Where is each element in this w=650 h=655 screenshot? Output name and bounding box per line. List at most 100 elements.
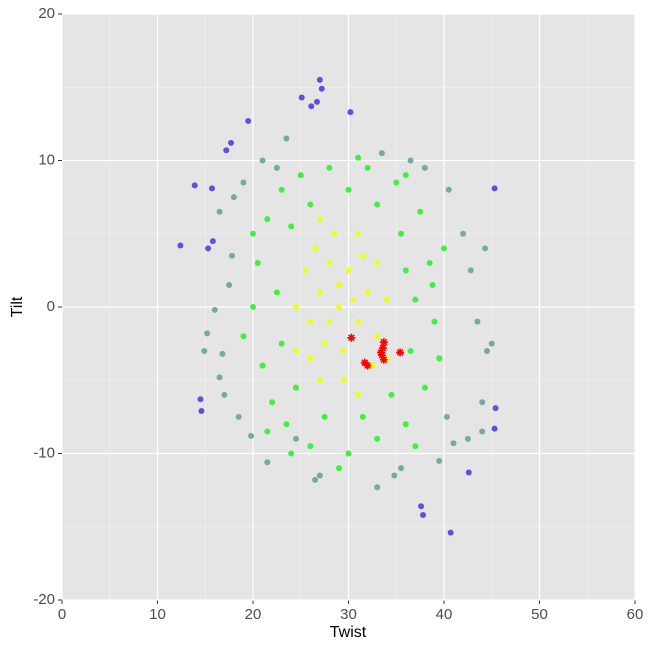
point: [292, 384, 299, 391]
star-point: [379, 355, 388, 364]
point: [429, 282, 436, 289]
point: [283, 421, 290, 428]
star-point: [363, 361, 372, 370]
point: [335, 465, 342, 472]
point: [313, 98, 320, 105]
point: [250, 304, 256, 310]
point: [288, 223, 295, 230]
star-point: [378, 344, 387, 353]
point: [209, 238, 216, 245]
point: [374, 201, 381, 208]
point: [318, 85, 325, 92]
x-tick-label: 20: [245, 606, 262, 623]
point: [292, 435, 299, 442]
point: [431, 318, 438, 325]
point: [316, 76, 323, 83]
point: [460, 230, 467, 237]
point: [245, 117, 252, 124]
point: [240, 179, 247, 186]
point: [307, 201, 314, 208]
point: [278, 340, 285, 347]
point: [316, 472, 323, 479]
point: [248, 432, 255, 439]
point: [355, 230, 362, 237]
point: [259, 362, 266, 369]
point: [288, 450, 295, 457]
point: [307, 318, 314, 325]
x-axis-title: Twist: [330, 624, 367, 641]
point: [378, 150, 385, 157]
point: [331, 230, 338, 237]
point: [264, 428, 271, 435]
x-tick-label: 10: [149, 606, 166, 623]
point: [398, 465, 405, 472]
point: [297, 172, 304, 179]
star-point: [377, 351, 386, 360]
point: [374, 333, 381, 340]
point: [278, 186, 285, 193]
point: [364, 289, 371, 296]
point: [335, 304, 342, 310]
y-tick-label: -20: [33, 591, 55, 608]
point: [316, 216, 323, 223]
star-point: [376, 348, 385, 357]
point: [235, 413, 242, 420]
point: [204, 330, 211, 337]
point: [450, 440, 457, 447]
point: [402, 267, 409, 274]
point: [197, 396, 204, 403]
point: [228, 139, 235, 146]
point: [298, 94, 305, 101]
point: [441, 245, 447, 252]
point: [436, 355, 443, 362]
point: [479, 399, 486, 406]
star-point: [360, 358, 369, 367]
point: [340, 347, 347, 354]
point: [326, 318, 333, 325]
point: [264, 459, 271, 466]
point: [474, 318, 481, 325]
point: [264, 216, 271, 223]
x-tick-label: 50: [531, 606, 548, 623]
star-point: [396, 348, 405, 357]
point: [269, 399, 276, 406]
point: [391, 472, 398, 479]
point: [226, 282, 233, 289]
point: [259, 157, 266, 164]
y-tick-label: 10: [38, 151, 55, 168]
point: [407, 157, 414, 164]
x-tick-label: 0: [58, 606, 66, 623]
point: [312, 476, 319, 483]
point: [307, 355, 314, 362]
point: [250, 230, 256, 237]
x-tick-label: 30: [340, 606, 357, 623]
point: [421, 164, 428, 171]
point: [374, 260, 381, 267]
point: [254, 260, 261, 267]
y-axis-title: Tilt: [9, 296, 26, 317]
point: [292, 304, 299, 310]
y-tick-label: 0: [47, 298, 55, 315]
point: [208, 185, 215, 192]
point: [201, 347, 208, 354]
point: [347, 109, 354, 116]
point: [292, 347, 299, 354]
point: [383, 296, 390, 303]
point: [230, 194, 237, 201]
point: [482, 245, 489, 252]
point: [273, 164, 280, 171]
point: [412, 296, 419, 303]
point: [398, 230, 405, 237]
point: [359, 413, 366, 420]
point: [273, 289, 280, 296]
point: [483, 347, 490, 354]
point: [307, 443, 314, 450]
point: [321, 413, 328, 420]
point: [418, 503, 425, 510]
point: [340, 377, 347, 384]
point: [464, 435, 471, 442]
point: [364, 164, 371, 171]
point: [191, 182, 198, 189]
point: [417, 208, 424, 215]
x-tick-label: 60: [627, 606, 644, 623]
